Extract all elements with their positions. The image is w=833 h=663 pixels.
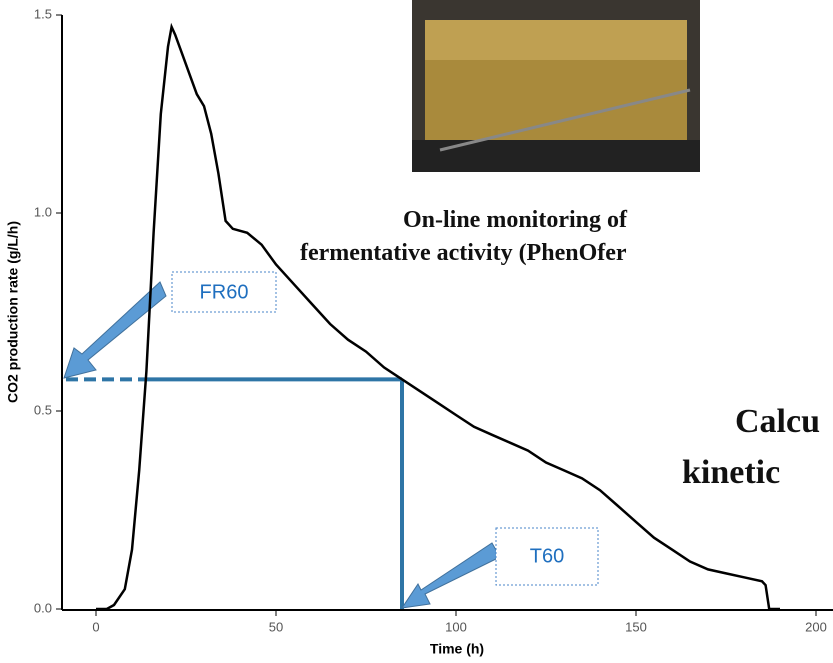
caption: kinetic bbox=[682, 454, 780, 491]
y-tick-label: 0.5 bbox=[34, 402, 52, 417]
annotation-box bbox=[171, 271, 277, 313]
y-tick-label: 0.0 bbox=[34, 600, 52, 615]
y-tick-label: 1.5 bbox=[34, 6, 52, 21]
caption: fermentative activity (PhenOfer bbox=[300, 240, 627, 266]
x-tick-label: 200 bbox=[805, 619, 827, 634]
y-axis-label: CO2 production rate (g/L/h) bbox=[5, 221, 21, 403]
x-tick-label: 150 bbox=[625, 619, 647, 634]
annotation-box bbox=[495, 527, 599, 586]
caption: Calcu bbox=[735, 403, 820, 440]
arrow bbox=[400, 542, 501, 609]
x-tick-label: 50 bbox=[269, 619, 283, 634]
x-tick-label: 0 bbox=[92, 619, 99, 634]
annotation: FR60 bbox=[200, 281, 249, 303]
photo bbox=[412, 0, 700, 172]
data-line bbox=[96, 22, 780, 611]
caption: On-line monitoring of bbox=[403, 207, 628, 233]
annotation: T60 bbox=[530, 545, 564, 567]
y-tick-label: 1.0 bbox=[34, 204, 52, 219]
x-tick-label: 100 bbox=[445, 619, 467, 634]
x-axis-label: Time (h) bbox=[430, 641, 484, 657]
arrow bbox=[63, 281, 167, 379]
